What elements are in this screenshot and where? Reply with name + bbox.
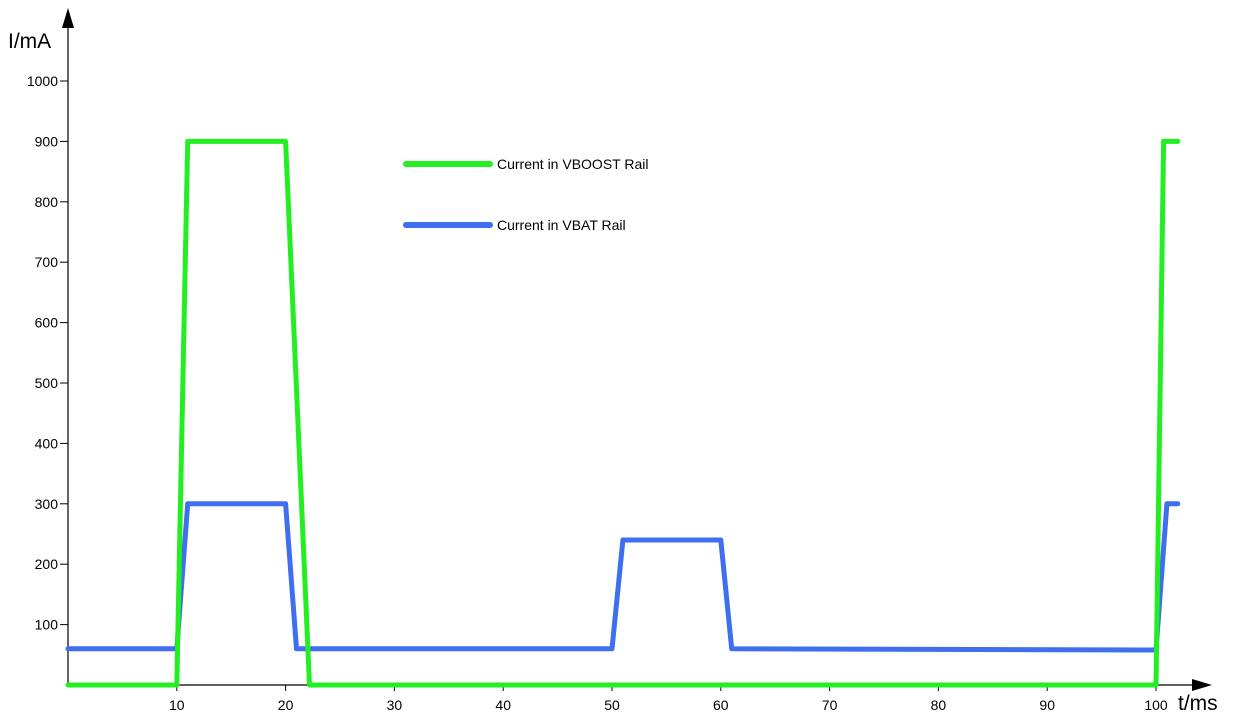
x-tick-label: 70 bbox=[822, 697, 838, 713]
y-tick-label: 1000 bbox=[27, 73, 58, 89]
x-tick-label: 100 bbox=[1144, 697, 1168, 713]
x-tick-label: 30 bbox=[387, 697, 403, 713]
x-tick-label: 80 bbox=[931, 697, 947, 713]
x-tick-label: 10 bbox=[169, 697, 185, 713]
legend-label: Current in VBOOST Rail bbox=[497, 156, 648, 172]
y-ticks: 100 200 300 400 500 600 700 800 900 1000 bbox=[27, 73, 68, 633]
x-ticks: 10 20 30 40 50 60 70 80 90 100 bbox=[169, 685, 1168, 713]
y-tick-label: 500 bbox=[35, 375, 59, 391]
x-axis-arrow bbox=[1192, 679, 1212, 691]
legend-label: Current in VBAT Rail bbox=[497, 217, 626, 233]
y-tick-label: 600 bbox=[35, 315, 59, 331]
axes: t/ms I/mA bbox=[8, 8, 1218, 715]
x-tick-label: 50 bbox=[604, 697, 620, 713]
series-line-vboost bbox=[65, 138, 1181, 688]
x-tick-label: 60 bbox=[713, 697, 729, 713]
y-tick-label: 700 bbox=[35, 254, 59, 270]
y-tick-label: 100 bbox=[35, 617, 59, 633]
series-line-vbat bbox=[65, 501, 1181, 653]
y-tick-label: 800 bbox=[35, 194, 59, 210]
legend: Current in VBOOST Rail Current in VBAT Ra… bbox=[403, 156, 648, 233]
y-axis-title: I/mA bbox=[8, 30, 51, 53]
y-tick-label: 200 bbox=[35, 556, 59, 572]
y-tick-label: 400 bbox=[35, 435, 59, 451]
series-layer bbox=[65, 138, 1181, 688]
y-tick-label: 300 bbox=[35, 496, 59, 512]
y-axis-arrow bbox=[62, 8, 74, 28]
y-tick-label: 900 bbox=[35, 133, 59, 149]
x-tick-label: 40 bbox=[495, 697, 511, 713]
x-axis-title: t/ms bbox=[1178, 692, 1218, 715]
x-tick-label: 20 bbox=[278, 697, 294, 713]
x-tick-label: 90 bbox=[1039, 697, 1055, 713]
